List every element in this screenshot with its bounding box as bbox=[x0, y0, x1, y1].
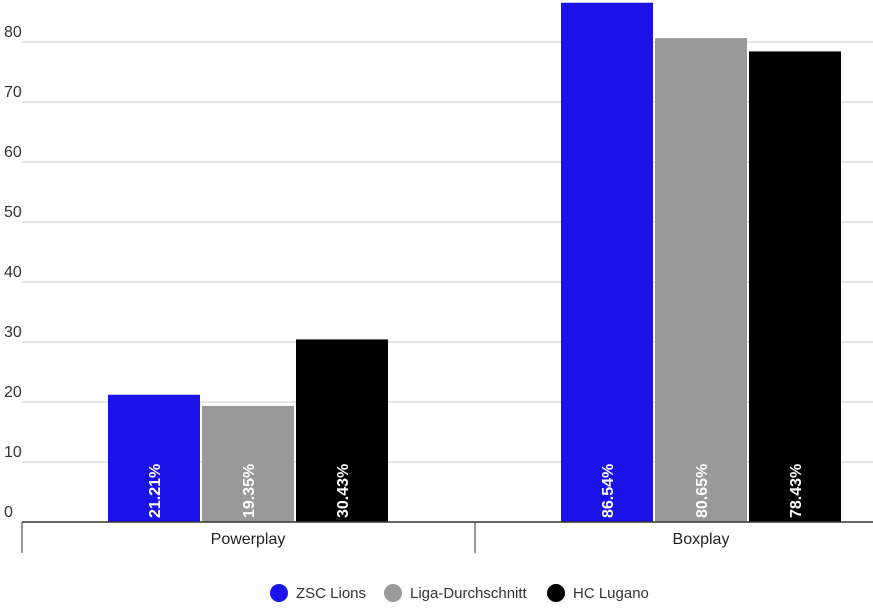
x-axis: Powerplay Boxplay bbox=[21, 521, 873, 553]
bars: 21.21% 19.35% 30.43% 86.54% 80.65% 78.43% bbox=[108, 2, 841, 523]
y-tick-label: 10 bbox=[4, 444, 22, 461]
bar-value-label: 30.43% bbox=[335, 464, 352, 518]
y-tick-label: 80 bbox=[4, 24, 22, 41]
legend-swatch bbox=[384, 584, 402, 602]
y-tick-label: 70 bbox=[4, 84, 22, 101]
y-tick-label: 0 bbox=[4, 504, 13, 521]
bar-liga-durchschnitt bbox=[655, 38, 747, 522]
y-tick-label: 30 bbox=[4, 324, 22, 341]
y-tick-label: 60 bbox=[4, 144, 22, 161]
legend-swatch bbox=[270, 584, 288, 602]
y-tick-label: 50 bbox=[4, 204, 22, 221]
legend-label: Liga-Durchschnitt bbox=[410, 585, 528, 602]
bar-value-label: 21.21% bbox=[147, 464, 164, 518]
legend-swatch bbox=[547, 584, 565, 602]
category-label: Boxplay bbox=[673, 531, 730, 548]
category-label: Powerplay bbox=[211, 531, 286, 548]
bar-value-label: 19.35% bbox=[241, 464, 258, 518]
bar-hc-lugano bbox=[749, 51, 841, 523]
legend: ZSC Lions Liga-Durchschnitt HC Lugano bbox=[270, 584, 649, 602]
y-tick-label: 40 bbox=[4, 264, 22, 281]
bar-zsc-lions bbox=[561, 2, 653, 522]
legend-label: ZSC Lions bbox=[296, 585, 366, 602]
bar-value-label: 78.43% bbox=[788, 464, 805, 518]
bar-value-label: 80.65% bbox=[694, 464, 711, 518]
y-axis-ticks: 0 10 20 30 40 50 60 70 80 bbox=[4, 24, 22, 521]
bar-value-label: 86.54% bbox=[600, 464, 617, 518]
bar-hc-lugano bbox=[296, 339, 388, 522]
y-tick-label: 20 bbox=[4, 384, 22, 401]
bar-zsc-lions bbox=[108, 394, 200, 522]
legend-label: HC Lugano bbox=[573, 585, 649, 602]
bar-liga-durchschnitt bbox=[202, 405, 294, 522]
